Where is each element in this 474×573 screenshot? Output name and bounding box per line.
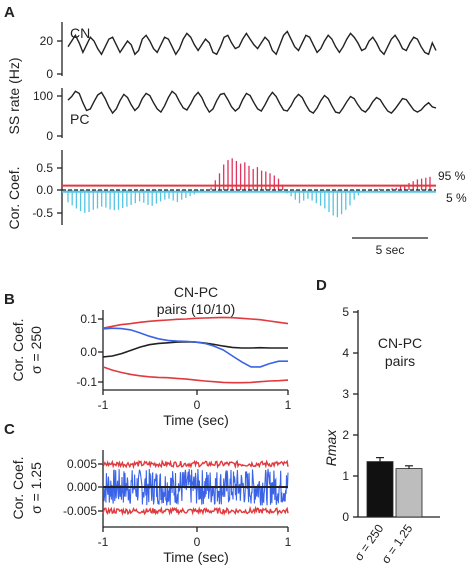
trace-line: [67, 90, 437, 115]
d-bar: [366, 461, 394, 518]
panel-label-b: B: [4, 291, 15, 308]
b-series-line: [102, 327, 288, 368]
d-ytick-label: 5: [342, 305, 349, 319]
b-ylabel-line1: Cor. Coef.: [10, 318, 26, 381]
pc-trace-label: PC: [70, 111, 89, 127]
b-ytick-label: 0.0: [80, 345, 97, 359]
c-xtick-label: 0: [194, 535, 201, 549]
a-ylabel-rate: SS rate (Hz): [6, 57, 22, 134]
b-series-line: [102, 366, 289, 384]
a-ylabel-corr: Cor. Coef.: [6, 166, 22, 229]
d-ytick-label: 2: [342, 428, 349, 442]
panel-label-d: D: [316, 277, 327, 294]
b-ytick-label: 0.1: [80, 312, 97, 326]
scale-bar-label: 5 sec: [376, 243, 405, 257]
c-xtick-label: 1: [285, 535, 292, 549]
b-ylabel-line2: σ = 250: [28, 326, 44, 374]
b-xlabel: Time (sec): [163, 412, 229, 428]
d-ylabel: Rmax: [323, 429, 339, 467]
b-series-line: [102, 340, 288, 358]
a-corr-bars: [67, 158, 431, 218]
c-red-lower-line: [102, 505, 289, 516]
c-ylabel-line2: σ = 1.25: [28, 462, 44, 514]
b-series-lines: [102, 316, 289, 384]
a-pc-tick-label: 0: [46, 129, 53, 143]
b-series-line: [102, 316, 289, 329]
a-corr-tick-label: 0.5: [36, 161, 53, 175]
a-corr-tick-label: 0.0: [36, 183, 53, 197]
threshold-95-label: 95 %: [438, 169, 466, 183]
trace-line: [67, 30, 437, 56]
a-cn-tick-label: 20: [40, 34, 54, 48]
c-ytick-label: 0.000: [67, 480, 97, 494]
d-title-line1: CN-PC: [378, 335, 422, 351]
c-ylabel-line1: Cor. Coef.: [10, 456, 26, 519]
d-title-line2: pairs: [385, 353, 415, 369]
d-bar: [395, 468, 423, 518]
b-ytick-label: -0.1: [76, 375, 97, 389]
b-title-line2: pairs (10/10): [157, 301, 236, 317]
d-ytick-label: 4: [342, 346, 349, 360]
panel-label-c: C: [4, 421, 15, 438]
d-ytick-label: 0: [342, 510, 349, 524]
a-cn-tick-label: 0: [46, 67, 53, 81]
c-ytick-label: 0.005: [67, 457, 97, 471]
b-xtick-label: 1: [285, 398, 292, 412]
b-title-line1: CN-PC: [174, 284, 218, 300]
d-yticks: 0 1 2 3 4 5: [342, 305, 358, 524]
c-xlabel: Time (sec): [163, 549, 229, 565]
b-xtick-label: -1: [98, 398, 109, 412]
c-xtick-label: -1: [98, 535, 109, 549]
a-corr-tick-label: -0.5: [32, 206, 53, 220]
panel-label-a: A: [4, 4, 15, 21]
c-series-lines: [102, 459, 289, 516]
a-pc-tick-label: 100: [33, 89, 53, 103]
b-xtick-label: 0: [194, 398, 201, 412]
pc-rate-trace: [67, 90, 437, 115]
cn-rate-trace: [67, 30, 437, 56]
d-ytick-label: 3: [342, 387, 349, 401]
d-ytick-label: 1: [342, 469, 349, 483]
c-red-upper-line: [102, 459, 289, 470]
c-ytick-label: -0.005: [63, 504, 97, 518]
threshold-5-label: 5 %: [446, 191, 467, 205]
